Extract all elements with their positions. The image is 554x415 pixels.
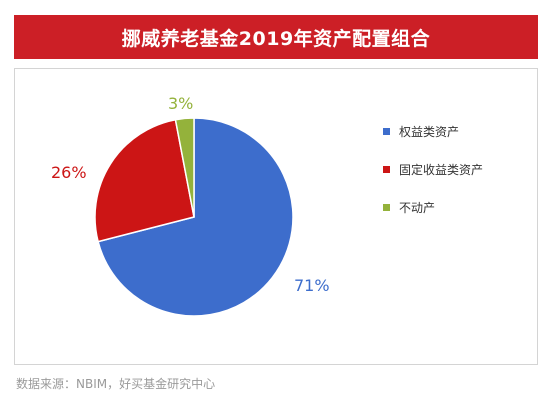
legend-label: 权益类资产 [399, 124, 460, 139]
chart-frame: 71% 26% 3% 权益类资产 固定收益类资产 不动产 [14, 68, 538, 365]
pie-slice [174, 117, 195, 218]
chart-title: 挪威养老基金2019年资产配置组合 [121, 27, 431, 50]
legend: 权益类资产 固定收益类资产 不动产 [383, 121, 483, 235]
legend-item: 不动产 [383, 197, 483, 217]
data-label: 71% [294, 276, 330, 295]
legend-swatch [383, 127, 390, 135]
legend-swatch [383, 203, 390, 211]
legend-item: 权益类资产 [383, 121, 483, 141]
legend-swatch [383, 165, 390, 173]
legend-label: 固定收益类资产 [399, 162, 484, 177]
title-banner: 挪威养老基金2019年资产配置组合 [14, 15, 538, 59]
source-note: 数据来源：NBIM，好买基金研究中心 [16, 377, 216, 391]
data-label: 26% [51, 163, 87, 182]
pie-slice [97, 117, 294, 317]
legend-label: 不动产 [399, 200, 436, 215]
legend-item: 固定收益类资产 [383, 159, 483, 179]
pie-slice [94, 118, 195, 243]
pie-chart: 71% 26% 3% [51, 94, 330, 317]
data-label: 3% [168, 94, 193, 113]
